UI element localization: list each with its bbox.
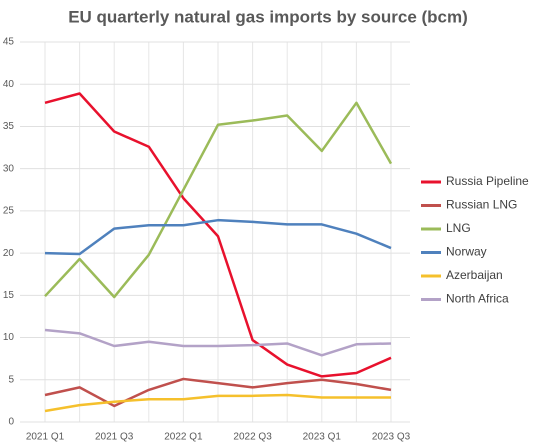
y-tick-label: 30 xyxy=(3,163,15,174)
x-tick-label: 2021 Q1 xyxy=(26,432,65,443)
x-tick-label: 2021 Q3 xyxy=(95,432,134,443)
x-tick-label: 2022 Q3 xyxy=(233,432,272,443)
y-tick-label: 0 xyxy=(8,417,14,428)
legend-label: Russia Pipeline xyxy=(446,174,529,188)
x-tick-label: 2023 Q1 xyxy=(303,432,342,443)
y-tick-label: 5 xyxy=(8,374,14,385)
y-tick-label: 35 xyxy=(3,121,15,132)
x-tick-label: 2023 Q3 xyxy=(372,432,411,443)
series-line xyxy=(44,101,393,299)
y-tick-label: 20 xyxy=(3,248,15,259)
y-tick-label: 10 xyxy=(3,332,15,343)
x-tick-label: 2022 Q1 xyxy=(164,432,203,443)
series-line xyxy=(44,328,392,357)
series-line xyxy=(44,377,392,408)
legend-label: Russian LNG xyxy=(446,198,517,212)
series-line xyxy=(44,218,392,256)
y-tick-label: 40 xyxy=(3,79,15,90)
chart-title: EU quarterly natural gas imports by sour… xyxy=(68,7,468,26)
y-tick-label: 25 xyxy=(3,206,15,217)
legend-label: Norway xyxy=(446,245,487,259)
legend-label: LNG xyxy=(446,221,471,235)
legend-label: Azerbaijan xyxy=(446,268,503,282)
legend: Russia Pipeline Russian LNG LNG Norway Azerb… xyxy=(421,174,529,306)
legend-label: North Africa xyxy=(446,292,509,306)
series-line xyxy=(44,92,392,378)
y-tick-label: 45 xyxy=(3,37,15,48)
y-tick-label: 15 xyxy=(3,290,15,301)
series-line xyxy=(44,393,391,413)
